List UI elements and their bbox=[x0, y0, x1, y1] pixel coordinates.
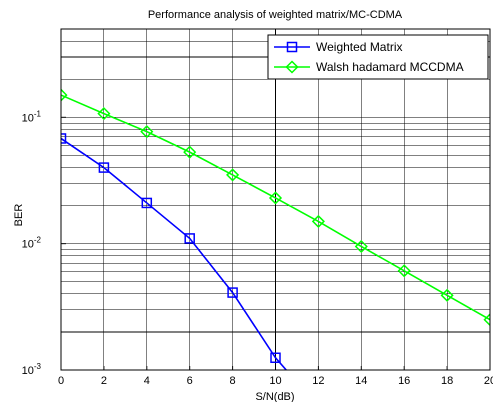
x-tick-label: 10 bbox=[269, 375, 281, 387]
data-point bbox=[483, 313, 490, 327]
x-axis-label: S/N(dB) bbox=[255, 391, 294, 402]
x-tick-label: 0 bbox=[58, 375, 64, 387]
data-point bbox=[227, 287, 238, 298]
x-tick-label: 2 bbox=[101, 375, 107, 387]
series-1 bbox=[61, 88, 490, 327]
legend-label: Weighted Matrix bbox=[316, 40, 402, 54]
x-tick-label: 20 bbox=[484, 375, 493, 387]
data-point bbox=[183, 145, 197, 159]
data-point bbox=[354, 239, 368, 254]
data-point bbox=[140, 125, 154, 139]
series-line bbox=[61, 94, 490, 321]
series-0 bbox=[61, 133, 288, 370]
ticks: 0 2 4 6 8 10 12 14 16 18 20 10-3 10-2 10-1 bbox=[22, 109, 493, 387]
legend-marker bbox=[285, 60, 299, 74]
data-point bbox=[61, 133, 67, 144]
data-point bbox=[440, 288, 454, 302]
x-tick-label: 6 bbox=[187, 375, 193, 387]
y-tick-label: 10-1 bbox=[22, 109, 42, 124]
x-tick-label: 14 bbox=[355, 375, 367, 387]
y-tick-label: 10-2 bbox=[22, 236, 42, 251]
grid bbox=[60, 28, 491, 371]
x-tick-label: 8 bbox=[230, 375, 236, 387]
x-tick-label: 18 bbox=[441, 375, 453, 387]
data-point bbox=[226, 168, 240, 182]
legend: Weighted Matrix Walsh hadamard MCCDMA bbox=[267, 34, 489, 80]
legend-label: Walsh hadamard MCCDMA bbox=[316, 60, 464, 74]
data-point bbox=[397, 264, 411, 278]
legend-box bbox=[267, 34, 489, 80]
data-point bbox=[268, 191, 283, 205]
data-point bbox=[61, 88, 68, 102]
x-tick-label: 12 bbox=[312, 375, 324, 387]
y-axis-label: BER bbox=[13, 204, 25, 227]
x-tick-label: 4 bbox=[144, 375, 150, 387]
series-layer bbox=[61, 88, 490, 370]
data-point bbox=[311, 214, 325, 228]
chart-title: Performance analysis of weighted matrix/… bbox=[148, 9, 403, 21]
data-point bbox=[97, 107, 111, 121]
x-tick-label: 16 bbox=[398, 375, 410, 387]
series-line bbox=[61, 137, 288, 370]
y-tick-label: 10-3 bbox=[22, 362, 42, 377]
data-point bbox=[270, 352, 281, 364]
data-point bbox=[98, 162, 110, 173]
legend-marker bbox=[286, 41, 298, 53]
data-point bbox=[184, 233, 195, 244]
data-point bbox=[141, 197, 153, 209]
